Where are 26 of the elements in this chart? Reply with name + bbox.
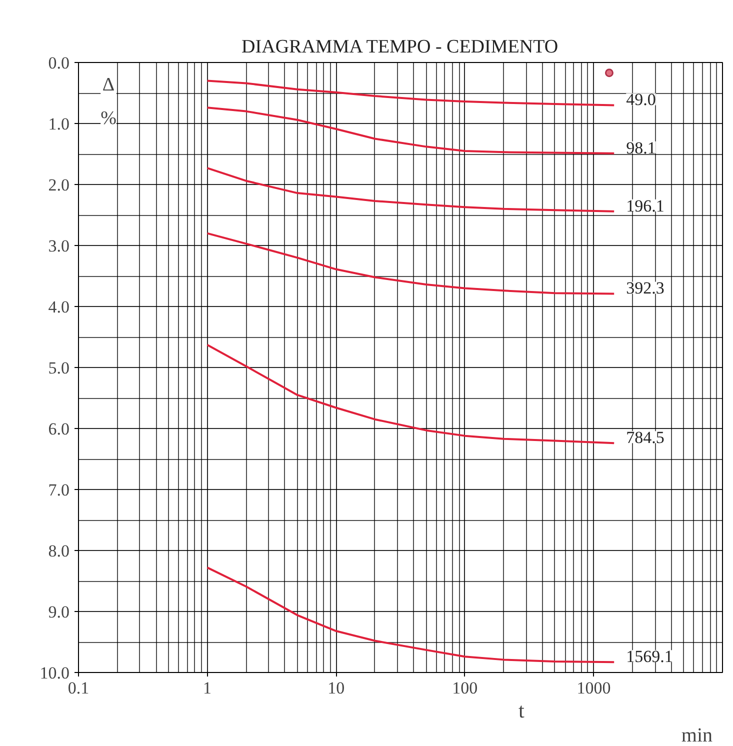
x-tick-label: 10: [328, 678, 345, 698]
y-tick-label: 6.0: [48, 420, 70, 438]
y-axis-title: Δ %: [100, 74, 117, 130]
y-tick-label: 5.0: [48, 358, 70, 378]
y-tick-label: 8.0: [48, 542, 70, 560]
y-tick-label: 10.0: [40, 664, 70, 682]
y-tick-label: 1.0: [48, 114, 70, 134]
chart-title: DIAGRAMMA TEMPO - CEDIMENTO: [242, 36, 558, 58]
x-tick-label: 100: [452, 678, 478, 698]
x-tick-label: 0.1: [68, 678, 90, 698]
y-tick-label: 3.0: [48, 236, 70, 256]
series-label: 196.1: [626, 196, 664, 216]
series-label: 784.5: [626, 428, 664, 448]
y-tick-label: 0.0: [48, 54, 70, 72]
y-tick-label: 2.0: [48, 176, 70, 194]
series-label: 49.0: [626, 90, 656, 110]
y-tick-label: 9.0: [48, 602, 70, 622]
series-label: 98.1: [626, 138, 656, 158]
x-axis-title: t: [518, 698, 524, 722]
series-label: 1569.1: [626, 647, 673, 666]
y-tick-label: 4.0: [48, 298, 70, 316]
y-tick-label: 7.0: [48, 480, 70, 500]
x-tick-label: 1: [203, 678, 212, 698]
series-label: 392.3: [626, 278, 664, 298]
text: min: [681, 724, 713, 746]
x-tick-label: 1000: [576, 678, 611, 698]
